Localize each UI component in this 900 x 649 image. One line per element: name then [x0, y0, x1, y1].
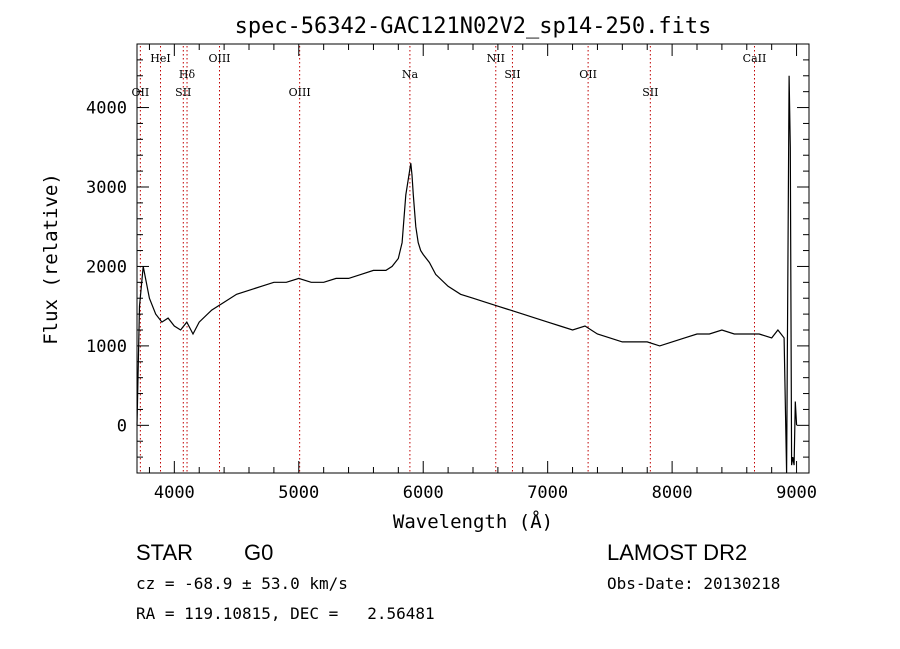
chart-title: spec-56342-GAC121N02V2_sp14-250.fits	[235, 14, 712, 39]
spectral-line-labels: OII HeI Hδ SII OIII OIII Na NII SII OII SII CaII	[132, 52, 767, 99]
survey-name: LAMOST DR2	[607, 540, 748, 565]
y-tick-label: 4000	[86, 99, 127, 119]
plot-frame	[136, 43, 810, 474]
object-subclass: G0	[244, 540, 274, 565]
spectral-line-label: SII	[642, 86, 658, 99]
spectral-line-label: OIII	[289, 86, 311, 99]
y-tick-label: 1000	[86, 337, 127, 357]
y-tick-label: 3000	[86, 178, 127, 198]
x-tick-label: 8000	[652, 483, 693, 503]
x-tick-label: 5000	[278, 483, 319, 503]
spectral-line-markers	[139, 46, 755, 473]
x-tick-label: 7000	[527, 483, 568, 503]
object-class: STAR	[136, 540, 194, 565]
redshift-cz: cz = -68.9 ± 53.0 km/s	[136, 574, 348, 593]
spectral-line-label: Na	[402, 68, 419, 81]
x-tick-label: 9000	[776, 483, 817, 503]
y-axis-ticks: 0 1000 2000 3000 4000	[86, 59, 809, 458]
spectral-line-label: SII	[504, 68, 520, 81]
y-tick-label: 0	[117, 416, 127, 436]
ra-dec: RA = 119.10815, DEC = 2.56481	[136, 604, 435, 623]
spectral-line-label: OII	[132, 86, 150, 99]
observation-date: Obs-Date: 20130218	[607, 574, 781, 593]
spectral-line-label: OII	[579, 68, 597, 81]
x-axis-label: Wavelength (Å)	[393, 510, 553, 533]
spectral-line-label: SII	[175, 86, 191, 99]
spectrum-line	[136, 75, 798, 474]
x-tick-label: 6000	[403, 483, 444, 503]
x-tick-label: 4000	[154, 483, 195, 503]
x-axis-ticks: 4000 5000 6000 7000 8000 9000	[148, 44, 817, 503]
spectral-line-label: HeI	[150, 52, 170, 65]
spectrum-chart: spec-56342-GAC121N02V2_sp14-250.fits OII…	[40, 14, 817, 533]
spectral-line-label: OIII	[208, 52, 230, 65]
spectral-line-label: CaII	[743, 52, 767, 65]
spectral-line-label: Hδ	[179, 68, 196, 81]
y-tick-label: 2000	[86, 257, 127, 277]
y-axis-label: Flux (relative)	[40, 173, 62, 345]
spectral-line-label: NII	[487, 52, 505, 65]
